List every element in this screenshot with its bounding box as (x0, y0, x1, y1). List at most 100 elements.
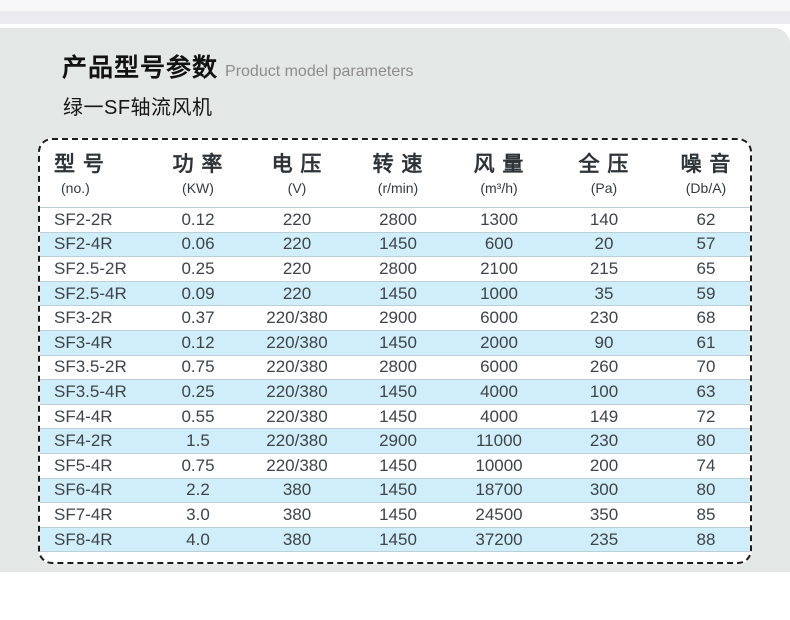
table-row: SF4-4R 0.55 220/380 1450 4000 149 72 (40, 403, 750, 429)
value-cell: 0.09 (150, 280, 246, 306)
value-cell: 235 (550, 526, 658, 553)
value-cell: 2100 (448, 256, 550, 282)
column-header: 风 量 (473, 153, 525, 176)
value-cell: 1450 (348, 329, 448, 356)
value-cell: 0.25 (150, 379, 246, 405)
model-cell: SF2.5-4R (40, 280, 150, 306)
value-cell: 68 (658, 305, 750, 331)
value-cell: 230 (550, 305, 658, 331)
value-cell: 1.5 (150, 428, 246, 454)
table-row: SF3.5-2R 0.75 220/380 2800 6000 260 70 (40, 354, 750, 380)
spec-table-box: 型 号 功 率 电 压 转 速 风 量 全 压 噪 音 (no.) (KW) (V) (r/min)… (38, 138, 752, 564)
product-name: 绿一SF轴流风机 (63, 97, 213, 119)
value-cell: 70 (658, 354, 750, 380)
table-row: SF2-2R 0.12 220 2800 1300 140 62 (40, 207, 750, 233)
value-cell: 0.55 (150, 403, 246, 429)
page-secondary-band (0, 11, 790, 24)
value-cell: 380 (246, 502, 348, 528)
value-cell: 0.75 (150, 354, 246, 380)
column-unit: (r/min) (377, 180, 419, 196)
column-unit: (m³/h) (480, 180, 518, 196)
value-cell: 85 (658, 502, 750, 528)
value-cell: 57 (658, 231, 750, 257)
model-cell: SF2-2R (40, 207, 150, 233)
value-cell: 220/380 (246, 305, 348, 331)
value-cell: 1450 (348, 280, 448, 306)
value-cell: 1450 (348, 379, 448, 405)
value-cell: 0.06 (150, 231, 246, 257)
value-cell: 100 (550, 379, 658, 405)
value-cell: 0.12 (150, 329, 246, 356)
value-cell: 0.37 (150, 305, 246, 331)
value-cell: 1450 (348, 477, 448, 503)
spec-table: 型 号 功 率 电 压 转 速 风 量 全 压 噪 音 (no.) (KW) (V) (r/min)… (40, 140, 750, 553)
column-unit: (Pa) (590, 180, 618, 196)
value-cell: 2800 (348, 354, 448, 380)
value-cell: 3.0 (150, 502, 246, 528)
model-cell: SF3-2R (40, 305, 150, 331)
column-header: 全 压 (578, 153, 630, 176)
value-cell: 220 (246, 280, 348, 306)
value-cell: 2800 (348, 207, 448, 233)
value-cell: 80 (658, 477, 750, 503)
value-cell: 18700 (448, 477, 550, 503)
value-cell: 2.2 (150, 477, 246, 503)
value-cell: 4.0 (150, 526, 246, 553)
page-top-band (0, 0, 790, 11)
value-cell: 220/380 (246, 403, 348, 429)
model-cell: SF7-4R (40, 502, 150, 528)
value-cell: 220/380 (246, 428, 348, 454)
table-row: SF3-2R 0.37 220/380 2900 6000 230 68 (40, 305, 750, 331)
value-cell: 200 (550, 452, 658, 479)
value-cell: 300 (550, 477, 658, 503)
value-cell: 215 (550, 256, 658, 282)
product-parameters-card: 产品型号参数 Product model parameters 绿一SF轴流风机 … (0, 28, 790, 572)
model-cell: SF4-2R (40, 428, 150, 454)
band-divider (0, 24, 790, 28)
value-cell: 1450 (348, 452, 448, 479)
column-header: 噪 音 (680, 153, 732, 176)
value-cell: 74 (658, 452, 750, 479)
value-cell: 1450 (348, 502, 448, 528)
model-cell: SF5-4R (40, 452, 150, 479)
section-title-cn: 产品型号参数 (62, 54, 219, 82)
value-cell: 230 (550, 428, 658, 454)
table-row: SF2.5-2R 0.25 220 2800 2100 215 65 (40, 256, 750, 282)
value-cell: 35 (550, 280, 658, 306)
value-cell: 149 (550, 403, 658, 429)
table-row: SF4-2R 1.5 220/380 2900 11000 230 80 (40, 428, 750, 454)
column-header: 型 号 (54, 153, 105, 176)
column-header: 电 压 (271, 153, 323, 176)
value-cell: 4000 (448, 379, 550, 405)
value-cell: 0.25 (150, 256, 246, 282)
section-title-row: 产品型号参数 Product model parameters (62, 48, 790, 84)
table-row: SF7-4R 3.0 380 1450 24500 350 85 (40, 502, 750, 528)
table-row: SF6-4R 2.2 380 1450 18700 300 80 (40, 477, 750, 503)
model-cell: SF2.5-2R (40, 256, 150, 282)
column-unit: (V) (287, 180, 307, 196)
value-cell: 88 (658, 526, 750, 553)
model-cell: SF3.5-2R (40, 354, 150, 380)
value-cell: 140 (550, 207, 658, 233)
value-cell: 37200 (448, 526, 550, 553)
column-unit: (no.) (61, 180, 90, 196)
value-cell: 2000 (448, 329, 550, 356)
model-cell: SF3-4R (40, 329, 150, 356)
value-cell: 220/380 (246, 329, 348, 356)
value-cell: 380 (246, 477, 348, 503)
value-cell: 0.12 (150, 207, 246, 233)
value-cell: 260 (550, 354, 658, 380)
value-cell: 0.75 (150, 452, 246, 479)
value-cell: 220 (246, 207, 348, 233)
value-cell: 24500 (448, 502, 550, 528)
table-row: SF3-4R 0.12 220/380 1450 2000 90 61 (40, 329, 750, 356)
value-cell: 6000 (448, 354, 550, 380)
value-cell: 1450 (348, 403, 448, 429)
value-cell: 6000 (448, 305, 550, 331)
value-cell: 220/380 (246, 379, 348, 405)
model-cell: SF3.5-4R (40, 379, 150, 405)
value-cell: 600 (448, 231, 550, 257)
value-cell: 80 (658, 428, 750, 454)
value-cell: 62 (658, 207, 750, 233)
value-cell: 65 (658, 256, 750, 282)
